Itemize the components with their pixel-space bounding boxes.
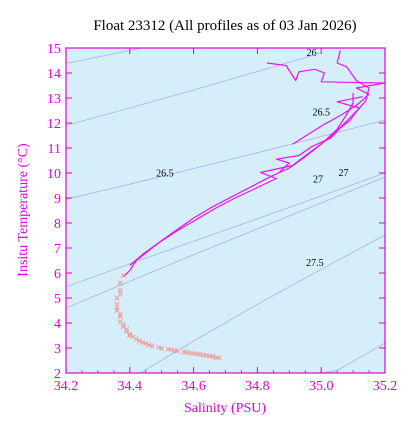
- y-tick-label-10: 12: [47, 117, 61, 132]
- x-tick-label-3: 34.8: [245, 379, 270, 394]
- deep-marker-0: [120, 272, 126, 279]
- x-tick-label-0: 34.2: [54, 379, 79, 394]
- contour-label-4-0: 27: [339, 168, 349, 179]
- deep-marker-35: [117, 311, 123, 317]
- profile-line-3: [266, 62, 385, 145]
- deep-marker-2: [117, 287, 123, 294]
- chart-title: Float 23312 (All profiles as of 03 Jan 2…: [93, 18, 356, 34]
- deep-marker-22: [114, 305, 120, 311]
- density-contour-1: [66, 52, 322, 126]
- y-tick-label-7: 9: [54, 192, 61, 207]
- y-tick-label-2: 4: [54, 317, 61, 332]
- deep-marker-29: [181, 349, 187, 355]
- deep-marker-14: [155, 344, 162, 350]
- deep-marker-10: [127, 332, 133, 339]
- contour-label-0-0: 26: [307, 48, 317, 59]
- y-tick-label-12: 14: [47, 67, 61, 82]
- contour-label-2-0: 26.5: [156, 169, 174, 180]
- x-axis-ticks: 34.2 34.4 34.6 34.8 35.0 35.2: [54, 48, 398, 394]
- x-tick-label-2: 34.6: [181, 379, 206, 394]
- contour-label-1-0: 26.5: [312, 108, 330, 119]
- y-tick-label-4: 6: [54, 267, 61, 282]
- deep-marker-40: [187, 350, 193, 356]
- deep-marker-37: [130, 334, 136, 340]
- density-contour-3: [66, 172, 385, 288]
- plot-area: 26 26.5 26.5 27 27 27.5: [65, 47, 386, 374]
- y-tick-label-5: 7: [54, 242, 61, 257]
- density-contour-0: [66, 48, 143, 64]
- deep-marker-38: [143, 340, 149, 347]
- y-tick-label-1: 3: [54, 342, 61, 357]
- deep-marker-26: [149, 343, 155, 349]
- y-axis-ticks: 2 3 4 5 6 7 8 9 10 11 12 13 14 15: [47, 42, 385, 382]
- density-contour-5: [139, 234, 385, 373]
- x-tick-label-1: 34.4: [118, 379, 143, 394]
- deep-marker-42: [210, 353, 216, 360]
- contour-label-3-0: 27: [313, 174, 323, 185]
- deep-marker-25: [136, 338, 142, 344]
- deep-marker-27: [159, 345, 165, 352]
- plot-background: [66, 48, 385, 373]
- x-tick-label-5: 35.2: [373, 379, 398, 394]
- y-tick-label-3: 5: [54, 292, 61, 307]
- deep-marker-1: [117, 280, 123, 286]
- y-tick-label-9: 11: [48, 142, 61, 157]
- contour-label-5-0: 27.5: [306, 258, 324, 269]
- profile-line-1: [129, 96, 363, 266]
- y-tick-label-11: 13: [47, 92, 61, 107]
- deep-marker-41: [197, 351, 203, 358]
- deep-marker-39: [168, 347, 174, 353]
- deep-marker-34: [117, 291, 123, 297]
- profile-line-2: [275, 50, 370, 173]
- profile-line-0: [122, 93, 354, 278]
- deep-marker-23: [120, 321, 126, 327]
- deep-marker-4: [114, 301, 120, 307]
- y-tick-label-6: 8: [54, 217, 61, 232]
- deep-marker-36: [124, 326, 130, 332]
- y-tick-label-0: 2: [54, 367, 61, 382]
- y-tick-label-8: 10: [47, 167, 61, 182]
- y-tick-label-13: 15: [47, 42, 61, 57]
- density-contour-4: [66, 176, 385, 309]
- y-axis-label: Insitu Temperature (°C): [16, 143, 31, 277]
- x-tick-label-4: 35.0: [309, 379, 334, 394]
- plot-inner: 26 26.5 26.5 27 27 27.5: [66, 48, 385, 373]
- x-axis-label: Salinity (PSU): [184, 401, 266, 416]
